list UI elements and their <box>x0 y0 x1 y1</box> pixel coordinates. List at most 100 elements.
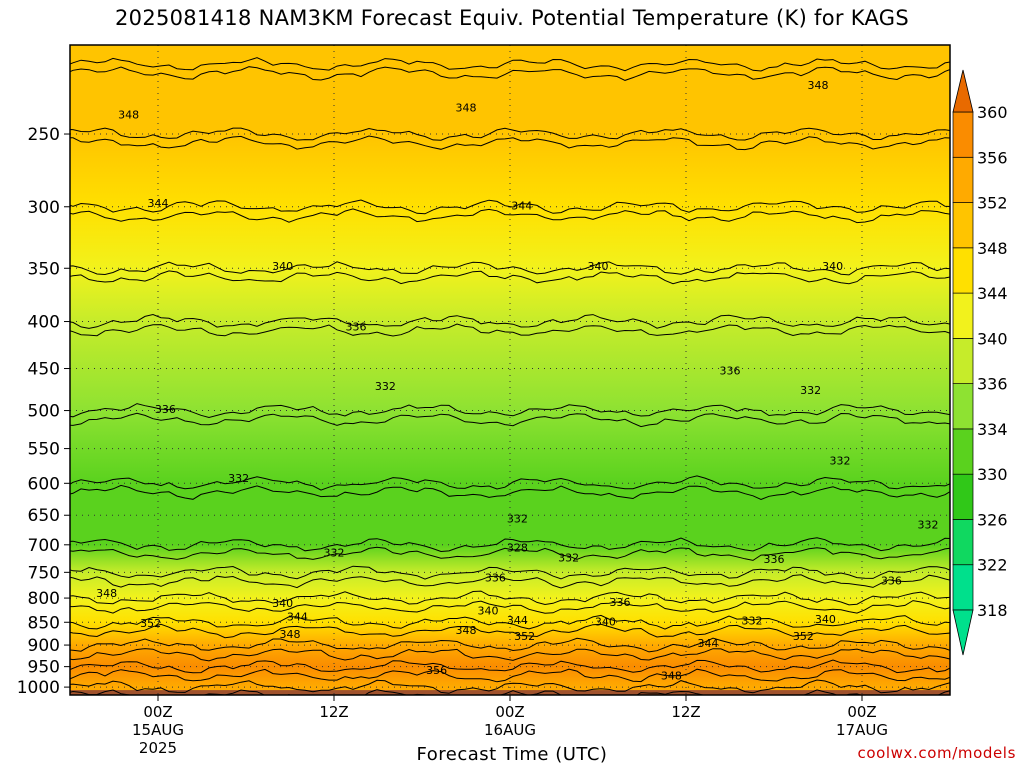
colorbar-label: 326 <box>977 510 1008 529</box>
colorbar-label: 344 <box>977 284 1008 303</box>
contour-line <box>70 403 950 419</box>
colorbar-max-arrow <box>952 69 974 113</box>
contour-label: 340 <box>815 613 836 626</box>
contour-line <box>70 313 950 329</box>
y-tick-label: 650 <box>28 506 60 526</box>
contour-label: 336 <box>764 553 785 566</box>
contour-label: 348 <box>456 102 477 115</box>
colorbar-min-arrow <box>952 609 974 656</box>
contour-line <box>70 484 950 501</box>
contour-line <box>70 270 950 285</box>
x-axis-label: Forecast Time (UTC) <box>416 744 608 765</box>
y-tick-label: 300 <box>28 198 60 218</box>
y-tick-label: 900 <box>28 636 60 656</box>
contour-label: 332 <box>324 547 345 560</box>
y-tick-label: 550 <box>28 440 60 460</box>
gridlines <box>70 45 950 695</box>
credit-text: coolwx.com/models <box>857 744 1016 762</box>
contours <box>70 57 950 695</box>
contour-line <box>70 261 950 276</box>
contour-label: 344 <box>698 637 719 650</box>
contour-line <box>70 600 950 614</box>
contour-label: 340 <box>822 260 843 273</box>
contour-line <box>70 199 950 215</box>
y-tick-label: 800 <box>28 589 60 609</box>
contour-label: 328 <box>507 542 528 555</box>
contour-line <box>70 127 950 141</box>
contour-label: 340 <box>478 604 499 617</box>
colorbar-swatch <box>952 202 974 249</box>
contour-label: 344 <box>148 197 169 210</box>
x-tick-label: 16AUG <box>484 721 536 739</box>
colorbar-label: 356 <box>977 148 1008 167</box>
contour-line <box>70 546 950 561</box>
y-tick-label: 750 <box>28 563 60 583</box>
contour-label: 348 <box>96 587 117 600</box>
colorbar-label: 336 <box>977 375 1008 394</box>
x-tick-label: 12Z <box>319 703 348 721</box>
colorbar-swatch <box>952 383 974 430</box>
contour-line <box>70 590 950 606</box>
contour-label: 332 <box>558 552 579 565</box>
colorbar-label: 330 <box>977 465 1008 484</box>
contour-label: 336 <box>610 596 631 609</box>
colorbar-label: 334 <box>977 420 1008 439</box>
contour-line <box>70 66 950 81</box>
contour-line <box>70 659 950 674</box>
colorbar-swatch <box>952 247 974 294</box>
colorbar-label: 318 <box>977 601 1008 620</box>
contour-label: 332 <box>918 518 939 531</box>
contour-line <box>70 565 950 580</box>
x-tick-label: 2025 <box>139 739 177 757</box>
contour-label: 332 <box>800 384 821 397</box>
y-tick-label: 850 <box>28 613 60 633</box>
contour-label: 332 <box>375 380 396 393</box>
contour-label: 348 <box>661 669 682 682</box>
contour-line <box>70 614 950 630</box>
y-tick-label: 700 <box>28 536 60 556</box>
contour-label: 340 <box>595 615 616 628</box>
contour-line <box>70 57 950 72</box>
contour-line <box>70 208 950 224</box>
contour-label: 340 <box>588 260 609 273</box>
x-tick-label: 15AUG <box>132 721 184 739</box>
colorbar-swatch <box>952 338 974 384</box>
contour-label: 336 <box>485 572 506 585</box>
contour-line <box>70 323 950 337</box>
contour-label: 352 <box>793 630 814 643</box>
y-tick-label: 600 <box>28 474 60 494</box>
contour-label: 340 <box>272 597 293 610</box>
colorbar-swatch <box>952 473 974 520</box>
contour-label: 332 <box>507 512 528 525</box>
contour-label: 352 <box>140 617 161 630</box>
colorbar-label: 340 <box>977 329 1008 348</box>
contour-label: 348 <box>280 628 301 641</box>
contour-label: 332 <box>228 472 249 485</box>
y-tick-label: 350 <box>28 259 60 279</box>
contour-label: 348 <box>808 79 829 92</box>
colorbar-swatch <box>952 292 974 339</box>
contour-label: 344 <box>511 199 532 212</box>
x-tick-label: 00Z <box>143 703 172 721</box>
contour-label: 352 <box>514 630 535 643</box>
colorbar-swatch <box>952 519 974 566</box>
x-tick-label: 12Z <box>671 703 700 721</box>
contour-line <box>70 537 950 553</box>
chart-title: 2025081418 NAM3KM Forecast Equiv. Potent… <box>115 6 909 30</box>
ground-strip <box>70 690 950 695</box>
colorbar-swatch <box>952 156 974 203</box>
contour-line <box>70 135 950 151</box>
y-tick-label: 450 <box>28 360 60 380</box>
contour-label: 336 <box>881 575 902 588</box>
y-tick-label: 400 <box>28 313 60 333</box>
contour-label: 344 <box>287 611 308 624</box>
x-tick-label: 17AUG <box>836 721 888 739</box>
colorbar-label: 322 <box>977 556 1008 575</box>
contour-label: 336 <box>346 320 367 333</box>
contour-label: 336 <box>720 364 741 377</box>
contour-line <box>70 679 950 694</box>
colorbar-swatch <box>952 111 974 158</box>
colorbar-label: 360 <box>977 103 1008 122</box>
